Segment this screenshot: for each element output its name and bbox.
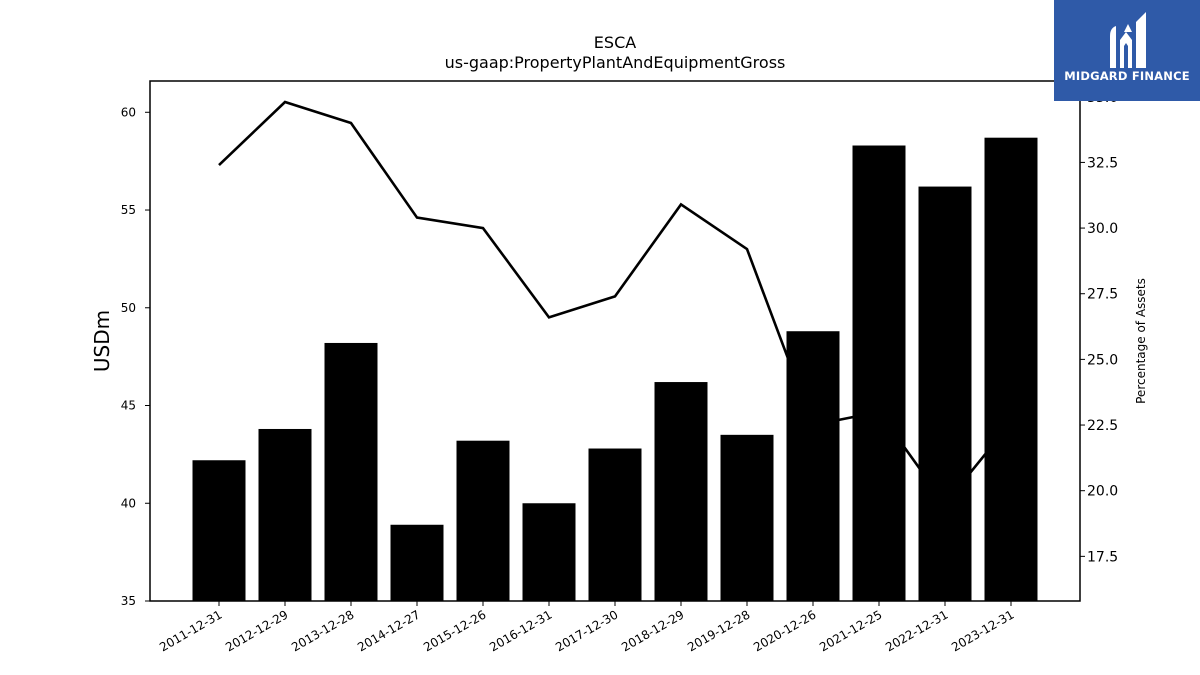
bar-2011-12-31 xyxy=(192,460,246,601)
y-left-tick-label-50: 50 xyxy=(121,301,136,315)
bar-2018-12-29 xyxy=(654,382,708,601)
bar-2012-12-29 xyxy=(258,428,312,601)
bar-2015-12-26 xyxy=(456,440,510,601)
x-tick-label-2015-12-26: 2015-12-26 xyxy=(421,607,488,654)
y-right-tick-label-27.5: 27.5 xyxy=(1087,287,1118,303)
bar-2017-12-30 xyxy=(588,448,642,601)
x-tick-label-2013-12-28: 2013-12-28 xyxy=(289,607,356,654)
brand-logo: MIDGARD FINANCE xyxy=(1054,0,1200,101)
chart-title: ESCA xyxy=(594,33,636,52)
y-axis-left: 35 40 45 50 55 60 xyxy=(121,105,150,608)
x-tick-label-2021-12-25: 2021-12-25 xyxy=(817,607,884,654)
y-right-tick-label-32.5: 32.5 xyxy=(1087,155,1118,171)
x-tick-label-2019-12-28: 2019-12-28 xyxy=(685,607,752,654)
x-tick-label-2022-12-31: 2022-12-31 xyxy=(883,607,950,654)
bar-2022-12-31 xyxy=(918,186,972,601)
y-right-tick-label-22.5: 22.5 xyxy=(1087,418,1118,434)
x-tick-label-2012-12-29: 2012-12-29 xyxy=(223,607,290,654)
y-axis-right-label: Percentage of Assets xyxy=(1134,278,1148,404)
y-left-tick-label-40: 40 xyxy=(121,496,136,510)
y-axis-left-label: USDm xyxy=(90,310,114,372)
x-tick-label-2020-12-26: 2020-12-26 xyxy=(751,607,818,654)
bar-2020-12-26 xyxy=(786,331,840,601)
y-left-tick-label-60: 60 xyxy=(121,105,136,119)
y-left-tick-label-35: 35 xyxy=(121,594,136,608)
bar-2021-12-25 xyxy=(852,145,906,601)
x-tick-label-2017-12-30: 2017-12-30 xyxy=(553,607,620,654)
y-axis-right: 17.520.022.525.027.530.032.535.0 xyxy=(1080,90,1118,565)
bar-2023-12-31 xyxy=(984,137,1038,602)
line-series-path xyxy=(218,100,1013,506)
y-right-tick-label-30.0: 30.0 xyxy=(1087,221,1118,237)
chart-subtitle: us-gaap:PropertyPlantAndEquipmentGross xyxy=(445,53,786,72)
x-axis: 2011-12-312012-12-292013-12-282014-12-27… xyxy=(157,601,1017,654)
midgard-logo-icon xyxy=(1110,12,1146,68)
bars xyxy=(192,137,1038,602)
bar-2013-12-28 xyxy=(324,342,378,601)
x-tick-label-2014-12-27: 2014-12-27 xyxy=(355,607,422,654)
bar-2016-12-31 xyxy=(522,503,576,601)
x-tick-label-2018-12-29: 2018-12-29 xyxy=(619,607,686,654)
bar-2019-12-28 xyxy=(720,434,774,601)
y-left-tick-label-55: 55 xyxy=(121,203,136,217)
y-right-tick-label-25.0: 25.0 xyxy=(1087,352,1118,368)
x-tick-label-2023-12-31: 2023-12-31 xyxy=(949,607,1016,654)
bar-2014-12-27 xyxy=(390,524,444,601)
logo-text: MIDGARD FINANCE xyxy=(1064,69,1190,83)
y-right-tick-label-20.0: 20.0 xyxy=(1087,484,1118,500)
y-left-tick-label-45: 45 xyxy=(121,399,136,413)
x-tick-label-2011-12-31: 2011-12-31 xyxy=(157,607,224,654)
y-right-tick-label-17.5: 17.5 xyxy=(1087,549,1118,565)
line-series xyxy=(218,100,1013,506)
x-tick-label-2016-12-31: 2016-12-31 xyxy=(487,607,554,654)
